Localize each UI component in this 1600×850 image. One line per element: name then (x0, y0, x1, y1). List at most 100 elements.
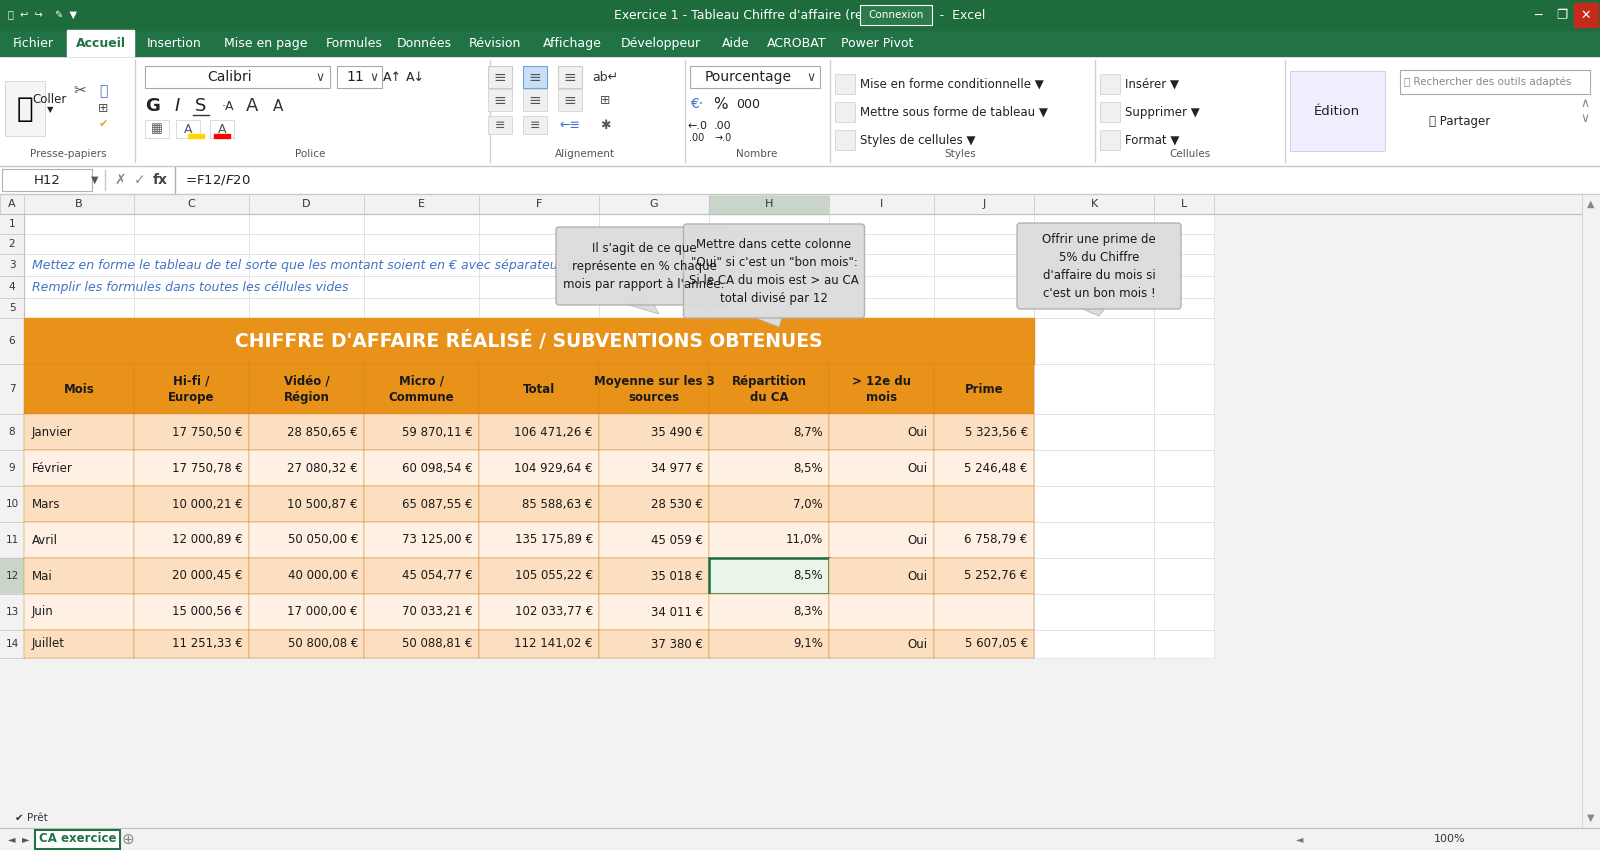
Text: L: L (1181, 199, 1187, 209)
Bar (134, 630, 250, 658)
Text: ≡: ≡ (528, 70, 541, 84)
Bar (67, 30, 134, 56)
Bar (478, 450, 598, 486)
Text: 20 000,45 €: 20 000,45 € (173, 570, 243, 582)
Bar (934, 630, 1034, 658)
Bar (1154, 364, 1214, 414)
Bar (934, 594, 1034, 630)
Bar (0, 254, 24, 276)
Text: A: A (218, 122, 226, 135)
Text: ►: ► (22, 834, 29, 844)
Text: ⊞: ⊞ (600, 94, 610, 106)
Bar (478, 414, 598, 450)
Bar (365, 558, 478, 594)
Text: .00: .00 (714, 121, 731, 131)
Bar (709, 594, 829, 630)
Bar (365, 364, 478, 414)
Bar (250, 522, 365, 558)
Text: Mettre dans cette colonne
"Oui" si c'est un "bon mois":
Si le CA du mois est > a: Mettre dans cette colonne "Oui" si c'est… (690, 237, 859, 304)
Bar (709, 522, 829, 558)
Bar (1101, 130, 1120, 150)
Bar (365, 234, 478, 254)
Bar (365, 318, 478, 364)
Text: Oui: Oui (907, 426, 928, 439)
Bar (1154, 522, 1214, 558)
Bar (829, 234, 934, 254)
Bar (0, 194, 1600, 850)
Bar (478, 486, 598, 522)
Bar (134, 414, 250, 450)
Text: C: C (187, 199, 195, 209)
Bar (24, 522, 134, 558)
Bar (0, 194, 1600, 214)
Text: Mai: Mai (32, 570, 53, 582)
Text: Total: Total (523, 382, 555, 395)
Text: 11 251,33 €: 11 251,33 € (173, 638, 243, 650)
Bar (709, 194, 829, 214)
Bar (24, 254, 134, 276)
Text: 10 000,21 €: 10 000,21 € (173, 497, 243, 511)
Bar (24, 414, 134, 450)
Bar (1034, 318, 1154, 364)
Text: F: F (536, 199, 542, 209)
Text: ✕: ✕ (1581, 8, 1592, 21)
Bar (829, 630, 934, 658)
Bar (210, 120, 234, 138)
Bar (829, 594, 934, 630)
Bar (523, 66, 547, 88)
Text: Mois: Mois (64, 382, 94, 395)
Bar (709, 364, 829, 414)
Text: Micro /
Commune: Micro / Commune (389, 375, 454, 404)
Text: 106 471,26 €: 106 471,26 € (514, 426, 594, 439)
Bar (709, 486, 829, 522)
Text: 60 098,54 €: 60 098,54 € (402, 462, 474, 474)
Text: Prime: Prime (965, 382, 1003, 395)
Bar (134, 364, 250, 414)
Text: €·: €· (691, 97, 704, 111)
Bar (829, 522, 934, 558)
Bar (134, 630, 250, 658)
Bar (829, 414, 934, 450)
Bar (829, 298, 934, 318)
Text: ∨: ∨ (806, 71, 816, 83)
Text: Il s'agit de ce que
représente en % chaque
mois par rapport à l'année.: Il s'agit de ce que représente en % chaq… (563, 241, 725, 291)
Bar (250, 594, 365, 630)
Bar (598, 594, 709, 630)
Bar (478, 630, 598, 658)
Text: Styles de cellules ▼: Styles de cellules ▼ (861, 133, 976, 146)
Text: →.0: →.0 (714, 133, 731, 143)
Bar (829, 364, 934, 414)
Bar (134, 364, 250, 414)
Text: 37 380 €: 37 380 € (651, 638, 702, 650)
Bar (934, 522, 1034, 558)
Text: G: G (650, 199, 658, 209)
Text: 5 246,48 €: 5 246,48 € (965, 462, 1027, 474)
Text: 6: 6 (8, 336, 16, 346)
Text: Nombre: Nombre (736, 149, 778, 159)
Bar (829, 450, 934, 486)
Text: 10: 10 (5, 499, 19, 509)
Bar (250, 254, 365, 276)
Bar (365, 486, 478, 522)
Bar (1154, 594, 1214, 630)
Bar (134, 194, 250, 214)
Bar (176, 166, 1600, 194)
Bar (598, 276, 709, 298)
Bar (1154, 276, 1214, 298)
FancyBboxPatch shape (1018, 223, 1181, 309)
Bar (1154, 450, 1214, 486)
Text: Vidéo /
Région: Vidéo / Région (283, 375, 330, 404)
Text: Aide: Aide (722, 37, 749, 49)
Bar (24, 522, 134, 558)
Bar (829, 318, 934, 364)
Bar (338, 66, 382, 88)
Bar (934, 594, 1034, 630)
Text: ∨: ∨ (315, 71, 325, 83)
Bar (829, 594, 934, 630)
Bar (189, 134, 205, 138)
Bar (24, 364, 134, 414)
Bar (0, 0, 1600, 30)
Text: 50 800,08 €: 50 800,08 € (288, 638, 358, 650)
Text: ✱: ✱ (600, 118, 610, 132)
Bar (134, 234, 250, 254)
